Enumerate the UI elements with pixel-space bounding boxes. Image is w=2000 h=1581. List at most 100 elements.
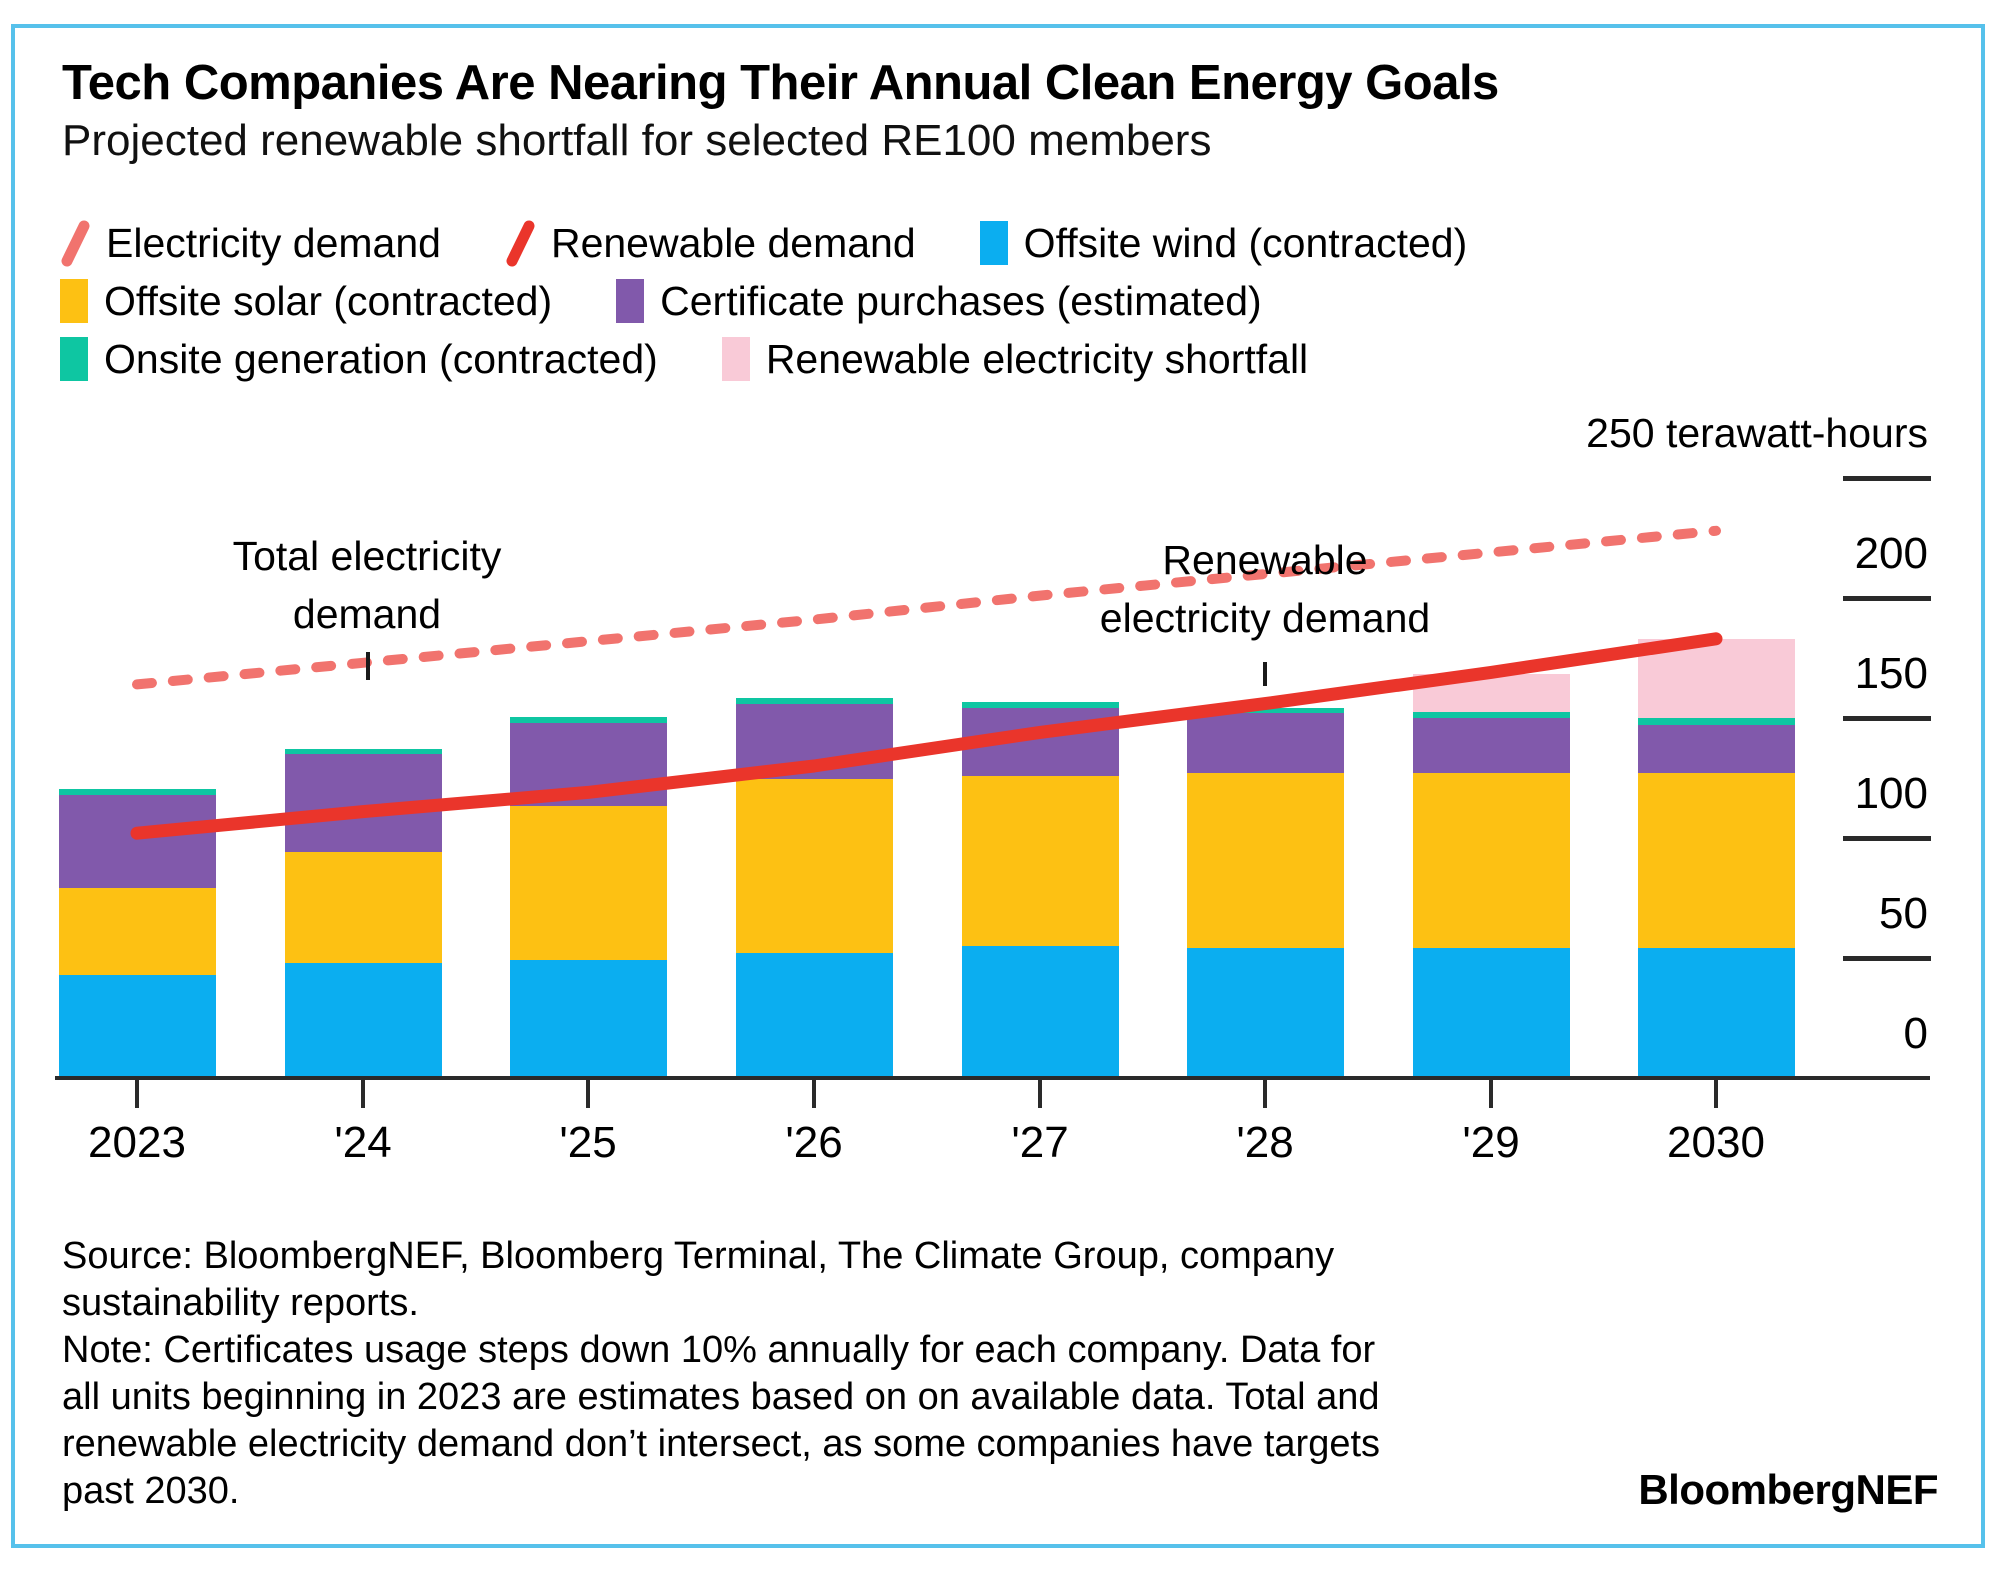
bar-segment-onsite bbox=[509, 716, 667, 723]
bar-segment-certificates bbox=[284, 754, 442, 853]
bar-segment-onsite bbox=[961, 701, 1119, 709]
legend-row: Electricity demand Renewable demand Offsit… bbox=[60, 214, 1531, 272]
x-tick-label: '29 bbox=[1462, 1118, 1520, 1167]
bar-segment-certificates bbox=[1637, 725, 1795, 774]
electricity_demand-line-swatch-icon bbox=[61, 220, 90, 267]
bar-segment-solar bbox=[509, 805, 667, 961]
bar-segment-solar bbox=[1186, 773, 1344, 949]
onsite-swatch-icon bbox=[60, 337, 88, 381]
legend-label: Offsite solar (contracted) bbox=[104, 277, 553, 324]
x-axis-baseline bbox=[55, 1076, 1930, 1080]
x-tick-label: 2023 bbox=[88, 1118, 186, 1167]
y-tick-label: 100 bbox=[1854, 769, 1928, 818]
y-tick-label: 150 bbox=[1854, 649, 1928, 698]
legend-item-wind: Offsite wind (contracted) bbox=[979, 219, 1468, 267]
x-tick-label: '25 bbox=[559, 1118, 617, 1167]
x-tick bbox=[1263, 1080, 1267, 1108]
bar-segment-onsite bbox=[1637, 718, 1795, 726]
shortfall-swatch-icon bbox=[721, 337, 750, 381]
legend-label: Electricity demand bbox=[106, 219, 441, 266]
legend-item-electricity_demand: Electricity demand bbox=[60, 219, 441, 267]
legend-label: Certificate purchases (estimated) bbox=[660, 277, 1262, 324]
legend-label: Offsite wind (contracted) bbox=[1023, 219, 1468, 266]
y-tick-dash bbox=[1843, 716, 1931, 721]
annotation-electricity_demand: Total electricity demand bbox=[232, 533, 502, 637]
x-tick bbox=[1714, 1080, 1718, 1108]
y-tick-dash bbox=[1843, 836, 1931, 841]
bar-segment-certificates bbox=[58, 794, 216, 889]
bar-segment-solar bbox=[58, 888, 216, 975]
wind-swatch-icon bbox=[979, 221, 1008, 265]
legend-item-shortfall: Renewable electricity shortfall bbox=[721, 335, 1309, 383]
bar-segment-wind bbox=[509, 960, 667, 1078]
y-tick-dash bbox=[1843, 956, 1931, 961]
bar-segment-onsite bbox=[284, 749, 442, 754]
legend-item-certificates: Certificate purchases (estimated) bbox=[616, 278, 1262, 325]
annotation-pointer-dash bbox=[366, 652, 370, 680]
footnote-line: all units beginning in 2023 are estimate… bbox=[62, 1376, 1380, 1418]
bar-segment-certificates bbox=[1412, 718, 1570, 774]
bar-segment-wind bbox=[284, 962, 442, 1078]
page-title: Tech Companies Are Nearing Their Annual … bbox=[62, 56, 1499, 110]
legend-item-solar: Offsite solar (contracted) bbox=[60, 278, 552, 325]
legend-row: Offsite solar (contracted) Certificate pu… bbox=[60, 272, 1531, 330]
x-tick-label: '28 bbox=[1236, 1118, 1294, 1167]
source-note-text: Source: BloombergNEF, Bloomberg Terminal… bbox=[62, 1233, 1380, 1515]
x-tick bbox=[586, 1080, 590, 1108]
footnote-line: Note: Certificates usage steps down 10% … bbox=[62, 1329, 1376, 1371]
bar-segment-solar bbox=[735, 779, 893, 954]
footnote-line: past 2030. bbox=[62, 1470, 240, 1512]
annotation-pointer-dash bbox=[1263, 662, 1267, 686]
bar-segment-wind bbox=[1637, 948, 1795, 1078]
x-tick bbox=[1038, 1080, 1042, 1108]
bar-segment-solar bbox=[284, 852, 442, 963]
bar-segment-certificates bbox=[735, 703, 893, 780]
legend-item-renewable_demand: Renewable demand bbox=[505, 219, 916, 267]
legend-label: Renewable demand bbox=[550, 219, 916, 266]
legend-label: Onsite generation (contracted) bbox=[104, 335, 658, 382]
x-tick bbox=[1489, 1080, 1493, 1108]
bloombergnef-logo: BloombergNEF bbox=[1638, 1466, 1938, 1513]
y-tick-label: 200 bbox=[1854, 529, 1928, 578]
renewable_demand-line-swatch-icon bbox=[506, 220, 535, 267]
bar-segment-solar bbox=[1412, 773, 1570, 949]
bar-segment-onsite bbox=[1412, 712, 1570, 718]
y-tick-label: 50 bbox=[1879, 889, 1928, 938]
legend-item-onsite: Onsite generation (contracted) bbox=[60, 336, 658, 383]
solar-swatch-icon bbox=[60, 279, 88, 323]
bar-segment-onsite bbox=[735, 697, 893, 704]
certificates-swatch-icon bbox=[616, 279, 645, 323]
x-tick-label: '24 bbox=[334, 1118, 392, 1167]
y-tick-dash bbox=[1843, 596, 1931, 601]
legend-label: Renewable electricity shortfall bbox=[765, 335, 1309, 382]
bar-segment-shortfall bbox=[1412, 673, 1570, 713]
chart-legend: Electricity demand Renewable demand Offsit… bbox=[60, 214, 1531, 388]
x-tick bbox=[812, 1080, 816, 1108]
bar-segment-wind bbox=[58, 974, 216, 1078]
bar-segment-certificates bbox=[1186, 713, 1344, 774]
bar-segment-wind bbox=[1186, 948, 1344, 1078]
bar-segment-certificates bbox=[961, 708, 1119, 776]
legend-row: Onsite generation (contracted) Renewable … bbox=[60, 330, 1531, 388]
footnote-line: Source: BloombergNEF, Bloomberg Terminal… bbox=[62, 1235, 1335, 1277]
bar-segment-onsite bbox=[58, 788, 216, 795]
bar-segment-certificates bbox=[509, 722, 667, 806]
footnote-line: sustainability reports. bbox=[62, 1282, 419, 1324]
x-tick-label: '26 bbox=[785, 1118, 843, 1167]
y-tick-dash bbox=[1843, 476, 1931, 481]
x-tick-label: '27 bbox=[1011, 1118, 1069, 1167]
bar-segment-wind bbox=[961, 946, 1119, 1078]
page-subtitle: Projected renewable shortfall for select… bbox=[62, 116, 1212, 165]
x-tick bbox=[135, 1080, 139, 1108]
y-axis-unit-label: 250 terawatt-hours bbox=[1586, 410, 1928, 456]
bar-segment-wind bbox=[735, 953, 893, 1078]
x-tick-label: 2030 bbox=[1667, 1118, 1765, 1167]
annotation-renewable_demand: Renewable electricity demand bbox=[1099, 537, 1431, 641]
footnote-line: renewable electricity demand don’t inter… bbox=[62, 1423, 1381, 1465]
x-tick bbox=[361, 1080, 365, 1108]
bar-segment-solar bbox=[961, 775, 1119, 946]
bar-segment-wind bbox=[1412, 948, 1570, 1078]
bar-segment-onsite bbox=[1186, 708, 1344, 714]
y-tick-label: 0 bbox=[1903, 1009, 1928, 1058]
